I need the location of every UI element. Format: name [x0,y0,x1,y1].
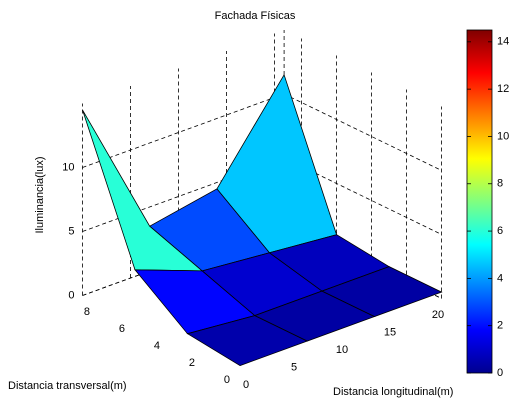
colorbar-tick-label: 8 [497,178,503,190]
colorbar-tick-label: 6 [497,225,503,237]
colorbar-tick-label: 14 [497,36,509,48]
colorbar-tick-label: 0 [497,367,503,379]
z-tick-label: 10 [62,161,74,173]
z-tick-label: 0 [68,289,74,301]
colorbar-tick-label: 2 [497,320,503,332]
surface-patch [186,315,309,367]
colorbar-tick-label: 12 [497,83,509,95]
y-tick-label: 0 [224,374,230,386]
x-axis-label: Distancia longitudinal(m) [333,386,453,398]
colorbar-tick-label: 10 [497,130,509,142]
z-axis-label: Iluminancia(lux) [34,156,46,233]
y-tick-label: 2 [189,357,195,369]
x-tick-label: 15 [384,326,396,338]
y-tick-label: 8 [84,306,90,318]
y-axis-label: Distancia transversal(m) [8,380,127,392]
y-tick-label: 4 [154,340,160,352]
x-tick-label: 5 [291,361,297,373]
z-tick-label: 5 [68,225,74,237]
colorbar [466,29,493,374]
y-tick-label: 6 [119,323,125,335]
chart-title: Fachada Físicas [215,10,296,22]
x-tick-label: 0 [243,379,249,391]
colorbar-tick-label: 4 [497,272,503,284]
grid-line [283,93,442,171]
grid-line [82,93,285,168]
x-tick-label: 20 [432,309,444,321]
x-tick-label: 10 [336,344,348,356]
